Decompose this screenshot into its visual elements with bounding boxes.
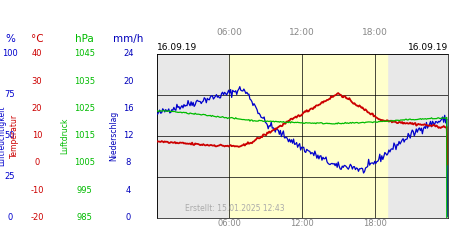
Text: 16: 16 xyxy=(123,104,134,113)
Text: %: % xyxy=(5,34,15,44)
Text: Luftdruck: Luftdruck xyxy=(61,118,70,154)
Text: 24: 24 xyxy=(123,49,134,58)
Text: 12: 12 xyxy=(123,131,134,140)
Text: 16.09.19: 16.09.19 xyxy=(408,43,448,52)
Text: 1035: 1035 xyxy=(74,76,95,86)
Text: 0: 0 xyxy=(7,213,13,222)
Text: 18:00: 18:00 xyxy=(362,28,388,37)
Text: 8: 8 xyxy=(126,158,131,168)
Text: 16.09.19: 16.09.19 xyxy=(157,43,197,52)
Text: 100: 100 xyxy=(2,49,18,58)
Text: 20: 20 xyxy=(32,104,42,113)
Text: Luftfeuchtigkeit: Luftfeuchtigkeit xyxy=(0,106,6,166)
Text: 1045: 1045 xyxy=(74,49,95,58)
Text: 995: 995 xyxy=(76,186,93,195)
Text: 1015: 1015 xyxy=(74,131,95,140)
Bar xyxy=(230,54,387,218)
Text: -20: -20 xyxy=(30,213,44,222)
Text: mm/h: mm/h xyxy=(113,34,144,44)
Text: 0: 0 xyxy=(126,213,131,222)
Text: 06:00: 06:00 xyxy=(216,28,242,37)
Text: 10: 10 xyxy=(32,131,42,140)
Text: 12:00: 12:00 xyxy=(289,28,315,37)
Text: Temperatur: Temperatur xyxy=(10,114,19,158)
Text: 25: 25 xyxy=(4,172,15,181)
Text: 50: 50 xyxy=(4,131,15,140)
Text: 40: 40 xyxy=(32,49,42,58)
Text: 1005: 1005 xyxy=(74,158,95,168)
Text: hPa: hPa xyxy=(75,34,94,44)
Text: -10: -10 xyxy=(30,186,44,195)
Text: 0: 0 xyxy=(34,158,40,168)
Text: Erstellt: 15.01.2025 12:43: Erstellt: 15.01.2025 12:43 xyxy=(185,204,285,212)
Text: °C: °C xyxy=(31,34,43,44)
Text: 4: 4 xyxy=(126,186,131,195)
Text: Niederschlag: Niederschlag xyxy=(109,110,118,161)
Text: 1025: 1025 xyxy=(74,104,95,113)
Text: 75: 75 xyxy=(4,90,15,99)
Text: 985: 985 xyxy=(76,213,93,222)
Text: 20: 20 xyxy=(123,76,134,86)
Text: 30: 30 xyxy=(32,76,42,86)
